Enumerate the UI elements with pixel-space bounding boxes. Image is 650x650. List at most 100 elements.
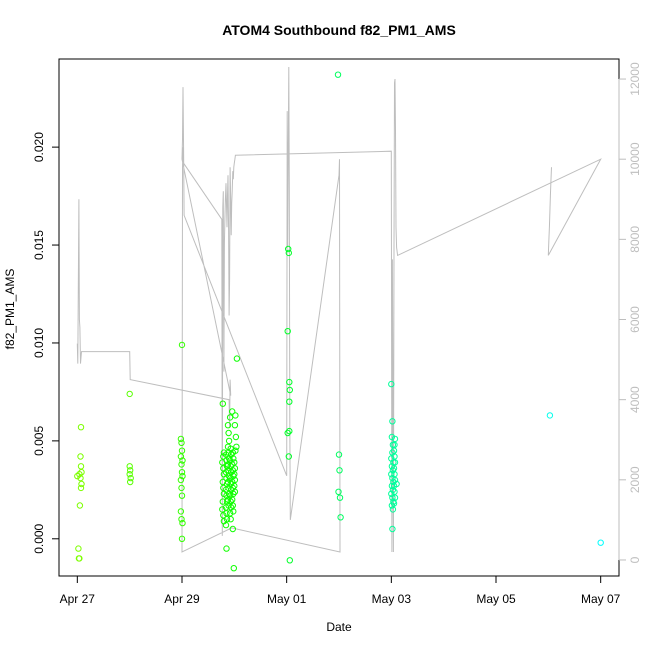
data-point (224, 422, 232, 429)
data-point (77, 453, 84, 460)
y-right-tick-label: 8000 (628, 226, 642, 253)
data-point (179, 519, 186, 527)
data-point (177, 476, 185, 484)
data-point (391, 476, 399, 484)
data-point (336, 467, 343, 474)
data-point (232, 433, 240, 441)
data-point (285, 249, 292, 257)
data-point (335, 488, 342, 495)
data-point (219, 506, 226, 513)
data-point (127, 474, 134, 482)
data-point (336, 494, 344, 501)
data-point (230, 490, 237, 497)
data-point (219, 400, 227, 407)
data-point (229, 525, 237, 533)
data-point (76, 471, 83, 478)
data-point (178, 516, 185, 523)
data-point (286, 378, 293, 386)
data-point (335, 451, 343, 458)
data-point (177, 453, 185, 460)
data-point (388, 433, 396, 441)
plot-frame (58, 58, 620, 577)
data-point (389, 506, 397, 513)
data-point (223, 510, 230, 517)
data-point (546, 412, 554, 419)
data-point (388, 490, 395, 497)
data-point (78, 469, 85, 476)
data-point (178, 492, 186, 499)
data-point (223, 516, 231, 523)
x-tick-label: May 07 (581, 592, 621, 606)
data-point (231, 422, 239, 429)
data-point (391, 488, 398, 495)
data-point (76, 555, 83, 562)
data-point (390, 500, 398, 507)
data-point (389, 494, 396, 501)
data-point (223, 545, 230, 552)
data-point (126, 390, 133, 398)
data-point (231, 465, 239, 472)
data-point (388, 502, 396, 509)
data-point (230, 455, 237, 462)
secondary-trace-line (76, 66, 602, 553)
x-tick-label: Apr 29 (164, 592, 200, 606)
y-right-tick-label: 6000 (628, 306, 642, 333)
data-point (220, 449, 228, 456)
y-left-tick-label: 0.000 (32, 523, 46, 553)
data-point (77, 484, 85, 492)
data-point (75, 545, 82, 552)
data-point (286, 427, 293, 435)
data-point (179, 457, 186, 464)
y-right-tick-label: 4000 (628, 386, 642, 413)
data-point (284, 328, 291, 335)
data-point (337, 514, 344, 521)
x-axis-label: Date (326, 620, 352, 634)
x-tick-label: May 03 (372, 592, 412, 606)
data-point (225, 437, 233, 445)
x-axis: Apr 27 Apr 29 May 01 May 03 May 05 May 07 (60, 575, 621, 606)
data-point (178, 439, 185, 446)
data-point (231, 476, 239, 484)
data-point (77, 463, 85, 470)
y-axis-left: 0.000 0.005 0.010 0.015 0.020 (32, 132, 60, 554)
x-tick-label: Apr 27 (60, 592, 96, 606)
data-point (388, 463, 396, 470)
data-point (229, 502, 237, 509)
x-tick-label: May 01 (267, 592, 307, 606)
data-point (126, 471, 133, 478)
data-point (393, 480, 400, 488)
data-point (391, 453, 398, 460)
data-point (77, 474, 84, 482)
data-point (285, 453, 292, 460)
data-point (178, 341, 186, 349)
chart-title: ATOM4 Southbound f82_PM1_AMS (222, 22, 456, 38)
data-point (229, 496, 236, 503)
data-point (389, 525, 396, 533)
data-point (177, 435, 185, 443)
data-point (231, 488, 239, 495)
data-point (391, 494, 399, 501)
data-point (233, 443, 240, 450)
data-point (388, 471, 395, 478)
data-point (178, 484, 185, 492)
data-point (232, 412, 239, 419)
data-point (179, 472, 186, 480)
scatter-points-layer (74, 71, 604, 572)
data-point (229, 449, 237, 456)
data-point (390, 478, 397, 486)
data-point (127, 467, 134, 474)
y-right-tick-label: 2000 (628, 466, 642, 493)
data-point (127, 478, 134, 486)
data-point (76, 502, 84, 509)
data-point (391, 435, 399, 443)
data-point (226, 510, 234, 517)
data-point (390, 465, 398, 472)
data-point (225, 429, 232, 437)
data-point (231, 482, 238, 490)
data-point (285, 245, 292, 253)
data-point (286, 386, 293, 394)
y-axis-label: f82_PM1_AMS (3, 269, 17, 350)
data-point (77, 424, 85, 431)
data-point (222, 521, 230, 529)
